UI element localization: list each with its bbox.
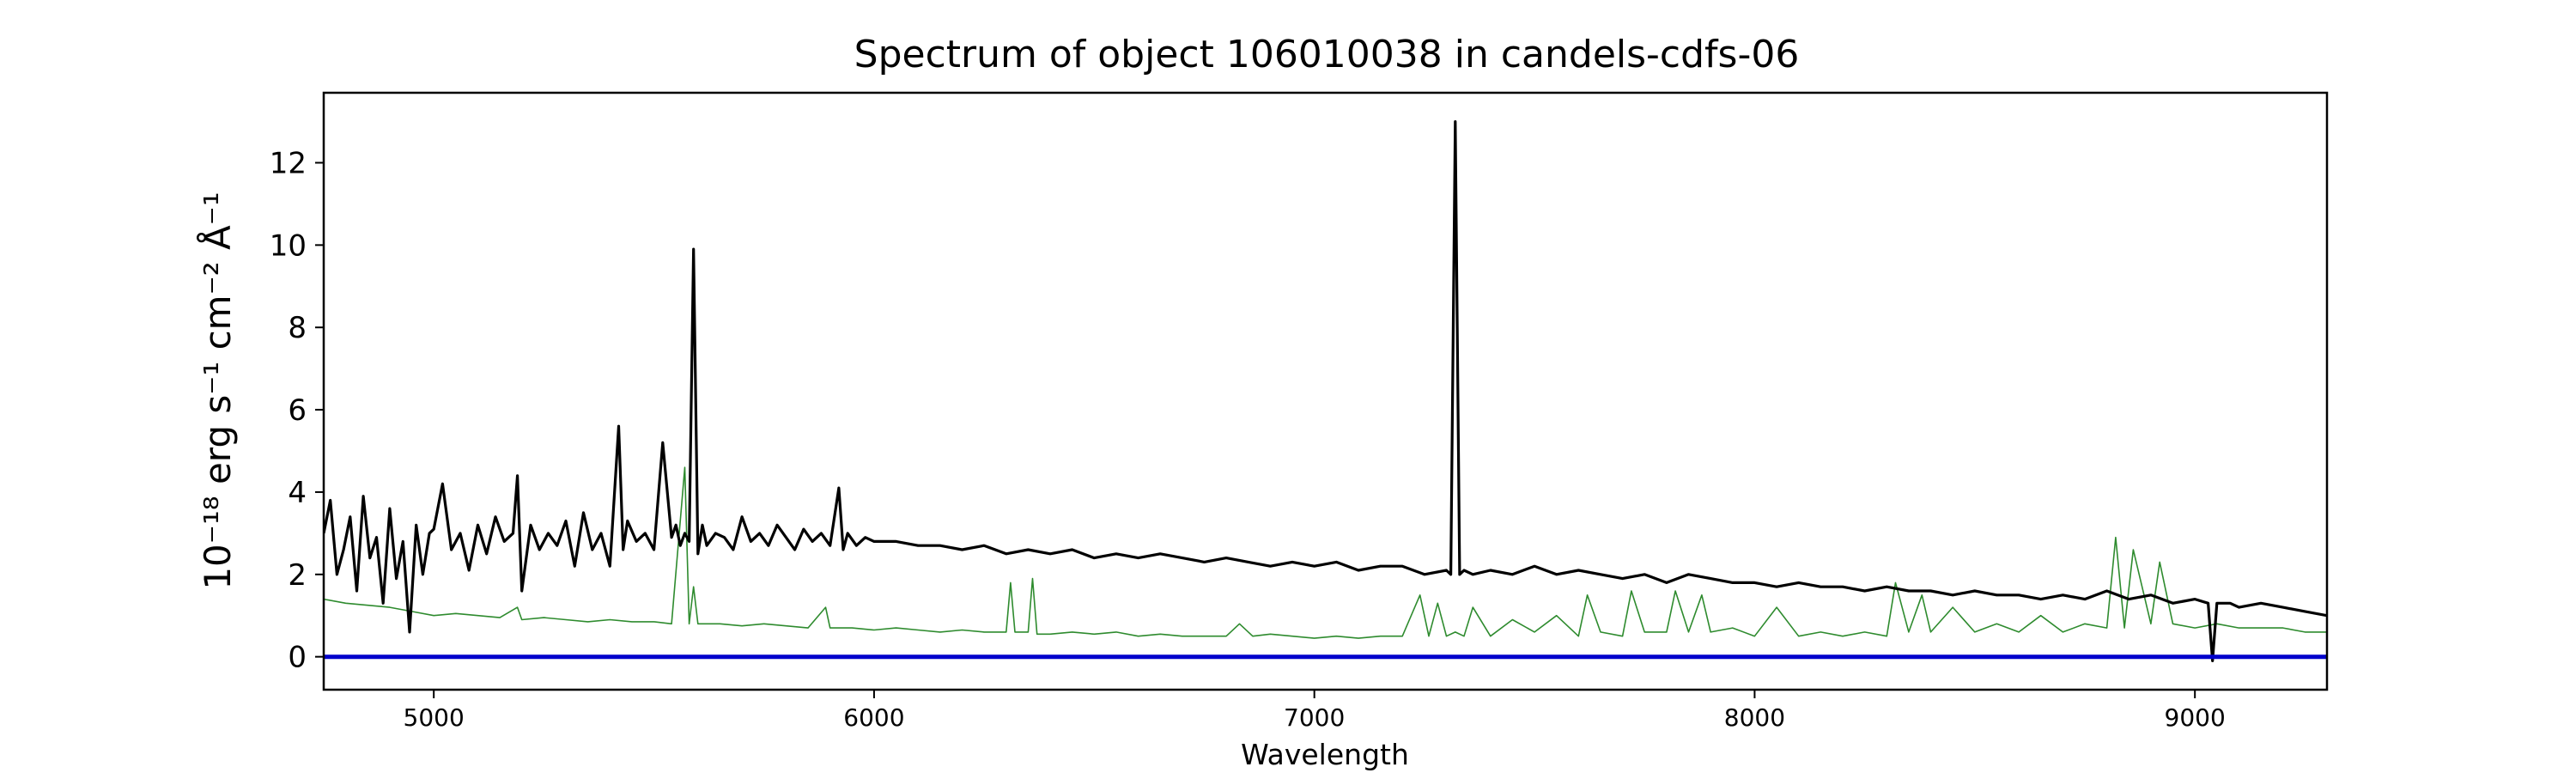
x-tick-label: 7000 — [1284, 703, 1345, 732]
plot-area — [322, 91, 2329, 691]
x-tick-label: 8000 — [1724, 703, 1785, 732]
x-axis: 5000 6000 7000 8000 9000 — [404, 690, 2226, 732]
series-line-error — [324, 466, 2327, 639]
y-tick-label: 12 — [270, 146, 307, 180]
y-axis: 0 2 4 6 8 10 12 — [270, 146, 324, 675]
y-tick-label: 0 — [288, 641, 307, 675]
y-tick-label: 10 — [270, 228, 307, 263]
x-tick-label: 5000 — [404, 703, 465, 732]
x-axis-label: Wavelength — [1241, 738, 1409, 771]
plot-frame — [322, 91, 2329, 691]
x-tick-label: 6000 — [843, 703, 904, 732]
y-tick-label: 4 — [288, 476, 307, 510]
series-layer — [324, 120, 2327, 663]
x-tick-label: 9000 — [2165, 703, 2226, 732]
series-line-flux — [324, 120, 2327, 663]
y-tick-label: 2 — [288, 558, 307, 593]
y-tick-label: 8 — [288, 311, 307, 345]
y-axis-label: 10⁻¹⁸ erg s⁻¹ cm⁻² Å⁻¹ — [196, 192, 239, 589]
y-tick-label: 6 — [288, 393, 307, 428]
chart-title: Spectrum of object 106010038 in candels-… — [854, 33, 1800, 76]
